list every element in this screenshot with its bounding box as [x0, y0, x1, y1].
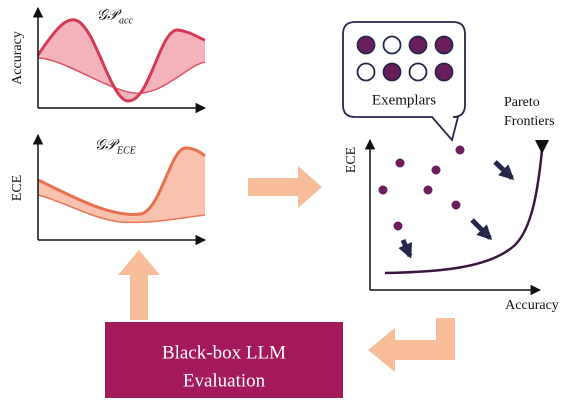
frontier-label: Pareto: [504, 95, 540, 110]
flow-arrow: [248, 166, 322, 208]
acc-surrogate-plot: Accuracy 𝒢𝒫 acc: [10, 6, 207, 114]
frontier-label: Frontiers: [504, 114, 555, 129]
exemplars-label: Exemplars: [372, 92, 436, 108]
flow-arrow: [118, 250, 160, 320]
ece-surrogate-plot: ECE 𝒢𝒫 ECE: [10, 133, 207, 246]
gp-symbol: 𝒢𝒫: [95, 137, 121, 153]
gp-symbol: 𝒢𝒫: [97, 7, 123, 23]
exemplars-bubble: Exemplars: [342, 21, 466, 142]
y-label: ECE: [10, 175, 25, 201]
evaluator-label: Evaluation: [183, 370, 266, 391]
gp-subscript: ECE: [116, 145, 136, 156]
gp-subscript: acc: [119, 15, 133, 26]
flow-arrow: [368, 318, 455, 372]
evaluator-box: Black-box LLM Evaluation: [105, 322, 343, 398]
evaluator-label: Black-box LLM: [162, 342, 286, 363]
y-label: Accuracy: [10, 31, 25, 85]
objective-plot: ECE Accuracy Pareto Frontiers: [344, 95, 559, 313]
x-label: Accuracy: [505, 298, 559, 313]
y-label: ECE: [344, 147, 359, 173]
